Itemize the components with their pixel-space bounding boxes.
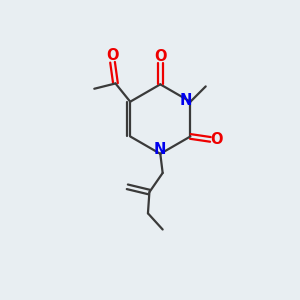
Text: N: N [180,93,192,108]
Text: N: N [154,142,167,157]
Text: O: O [154,49,167,64]
Text: O: O [211,132,223,147]
Text: O: O [106,48,119,63]
